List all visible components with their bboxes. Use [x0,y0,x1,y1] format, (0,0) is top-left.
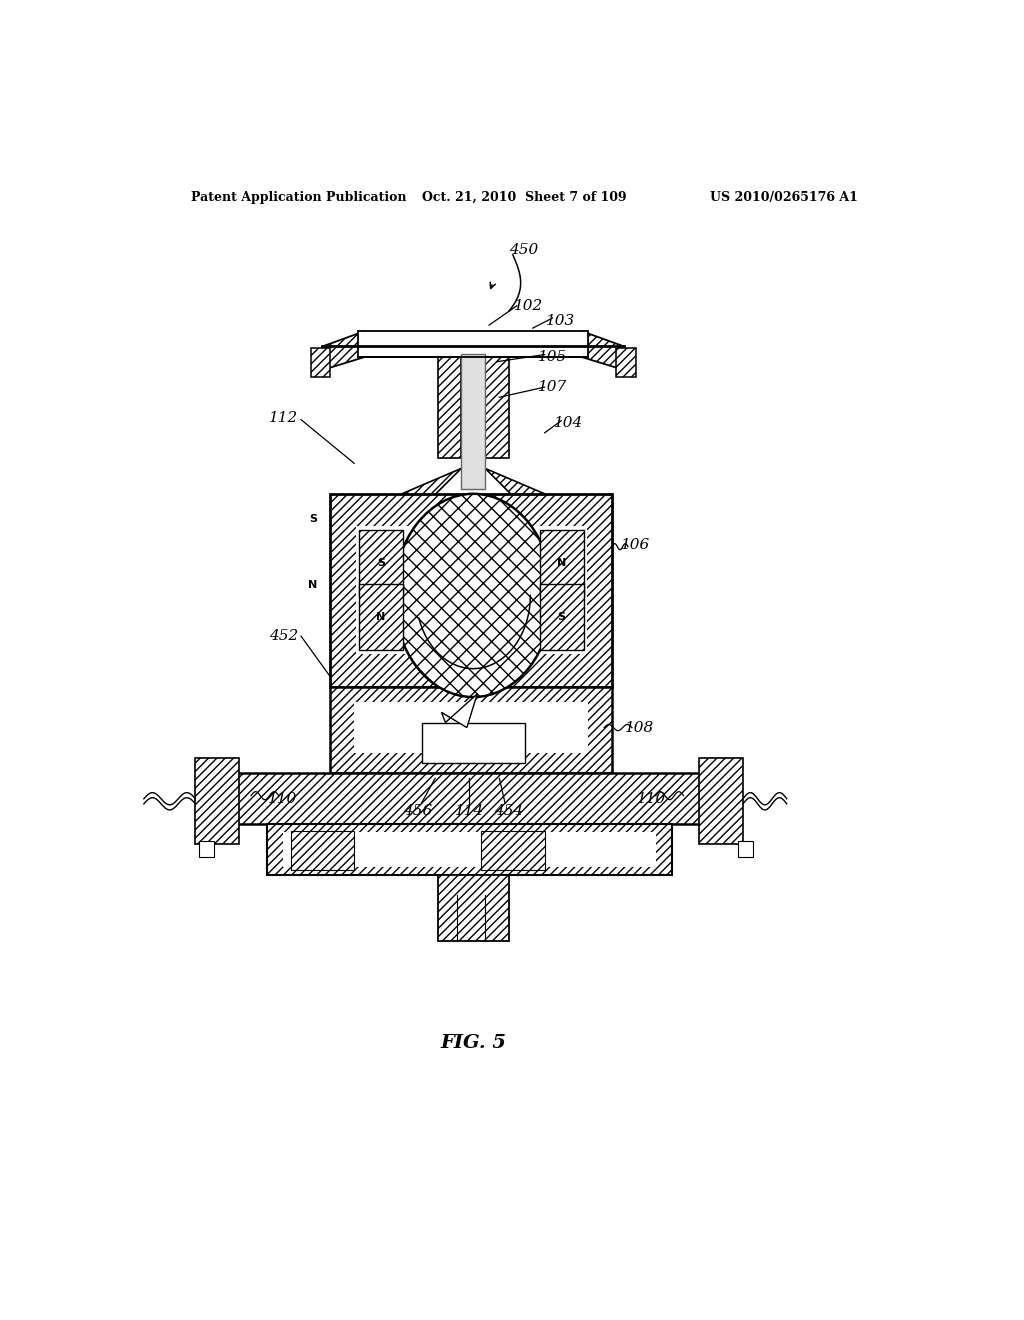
Text: 102: 102 [514,298,544,313]
Text: 110: 110 [268,792,297,805]
Bar [354,702,589,752]
Text: 452: 452 [269,630,299,643]
Bar [437,875,509,941]
Text: Patent Application Publication: Patent Application Publication [191,191,407,203]
Text: US 2010/0265176 A1: US 2010/0265176 A1 [711,191,858,203]
Bar [291,832,354,870]
Bar [196,758,240,845]
Bar [231,774,708,824]
Polygon shape [581,331,624,368]
Text: 104: 104 [554,416,583,430]
Polygon shape [485,354,509,458]
Bar [359,531,402,597]
Bar [358,331,588,356]
Bar [461,354,485,488]
Text: S: S [377,558,385,569]
Bar [359,585,402,651]
Polygon shape [323,331,367,368]
Text: Oct. 21, 2010  Sheet 7 of 109: Oct. 21, 2010 Sheet 7 of 109 [423,191,627,203]
Circle shape [394,494,553,697]
Polygon shape [616,347,636,378]
Bar [699,758,743,845]
Text: FIG. 5: FIG. 5 [440,1034,506,1052]
Bar [200,841,214,857]
Bar [355,527,587,655]
Text: 110: 110 [637,792,667,805]
Text: S: S [558,612,565,622]
Text: S: S [309,515,316,524]
Text: 108: 108 [626,721,654,735]
Bar [540,585,584,651]
Bar [481,832,545,870]
Text: 106: 106 [622,537,650,552]
Bar [738,841,753,857]
Text: 456: 456 [403,804,432,818]
Polygon shape [485,469,545,504]
Bar [283,833,655,867]
Polygon shape [437,354,461,458]
Text: 454: 454 [495,804,523,818]
Text: 103: 103 [546,314,575,329]
Text: N: N [376,612,385,622]
Text: 450: 450 [509,243,539,257]
Bar [331,686,612,774]
Bar [331,494,612,686]
Polygon shape [310,347,331,378]
Text: N: N [557,558,566,569]
Bar [422,722,524,763]
Text: 114: 114 [455,804,484,818]
Polygon shape [401,469,461,504]
Bar [267,824,672,875]
Text: 105: 105 [538,350,567,363]
Polygon shape [441,694,477,727]
Text: N: N [308,581,317,590]
Bar [540,531,584,597]
Text: 112: 112 [269,411,299,425]
Text: 107: 107 [538,380,567,395]
